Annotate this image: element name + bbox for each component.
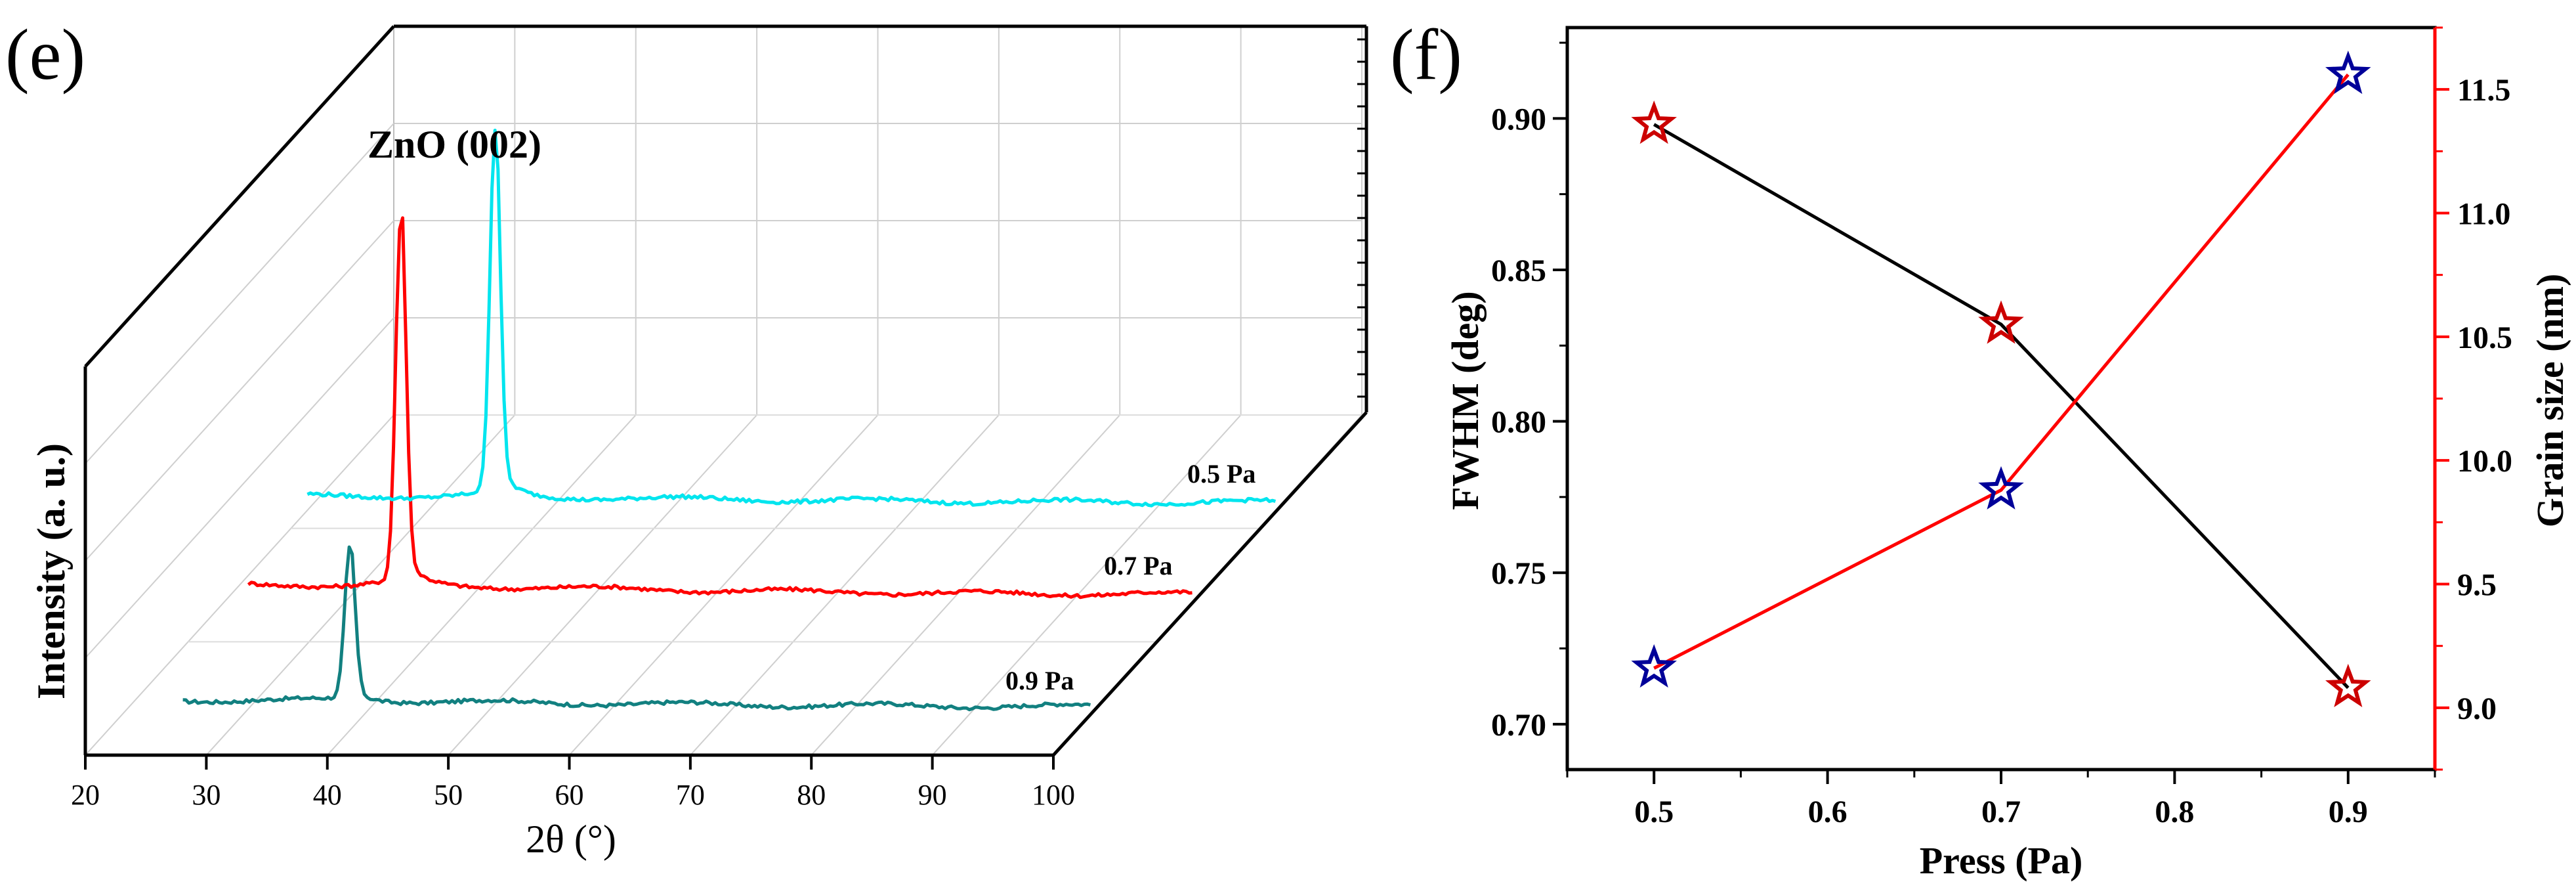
series-label: 0.5 Pa — [1187, 459, 1256, 489]
x-tick-label: 90 — [918, 779, 947, 811]
dual-axis-chart: 0.5 0.6 0.7 0.8 0.9 0.70 0.75 0.80 0.85 0.90 9.0… — [1444, 26, 2571, 882]
x-tick-label: 50 — [434, 779, 463, 811]
x-axis-title: Press (Pa) — [1920, 839, 2083, 882]
y2-tick-label: 10.0 — [2457, 444, 2512, 479]
series-group — [1631, 51, 2371, 708]
series-line — [1653, 73, 2350, 670]
x-axis-title: 2θ (°) — [526, 818, 616, 861]
y-tick-label: 0.90 — [1491, 102, 1546, 137]
left-axis-title: FWHM (deg) — [1444, 291, 1487, 510]
y2-tick-label: 10.5 — [2457, 320, 2512, 355]
frame-top-diagonal — [84, 25, 395, 368]
left-grid-line — [85, 220, 394, 561]
y-axis-title: Intensity (a. u.) — [30, 443, 73, 699]
x-tick-label: 0.8 — [2155, 795, 2194, 829]
x-tick-label: 0.9 — [2329, 795, 2368, 829]
floor-grid-line — [568, 414, 879, 756]
y2-tick-label: 9.5 — [2457, 568, 2497, 603]
back-wall-ticks — [1357, 38, 1366, 398]
floor-grid-line — [448, 414, 757, 756]
left-grid-line — [85, 123, 394, 464]
right-axis-ticks: 9.0 9.5 10.0 10.5 11.0 11.5 — [2435, 26, 2512, 771]
y-tick-label: 0.70 — [1491, 708, 1546, 743]
frame-right-diagonal — [1052, 411, 1368, 756]
x-tick-label: 20 — [71, 779, 100, 811]
series-line — [247, 216, 1193, 600]
box-frame — [83, 24, 1368, 757]
left-axis-ticks: 0.70 0.75 0.80 0.85 0.90 — [1491, 41, 1567, 743]
series-line — [182, 545, 1091, 712]
x-tick-label: 100 — [1032, 779, 1075, 811]
floor-grid-line — [690, 414, 1000, 756]
waterfall-chart: 20 30 40 50 60 70 80 90 100 0.9 Pa 0.7 Pa 0.5 Pa Z… — [30, 24, 1368, 861]
star-marker — [2325, 663, 2371, 708]
series-label: 0.9 Pa — [1005, 666, 1074, 695]
series-line — [306, 129, 1277, 508]
series-group: 0.9 Pa 0.7 Pa 0.5 Pa — [182, 129, 1277, 712]
star-marker — [1978, 300, 2024, 344]
x-axis-ticks: 20 30 40 50 60 70 80 90 100 — [71, 755, 1075, 811]
x-tick-label: 0.6 — [1808, 795, 1848, 829]
x-axis-ticks: 0.5 0.6 0.7 0.8 0.9 — [1566, 770, 2436, 829]
x-tick-label: 80 — [797, 779, 826, 811]
peak-annotation: ZnO (002) — [368, 123, 541, 166]
x-tick-label: 30 — [192, 779, 221, 811]
floor-grid-line — [85, 414, 394, 756]
star-marker — [2325, 51, 2371, 95]
y-tick-label: 0.75 — [1491, 556, 1546, 591]
x-tick-label: 40 — [313, 779, 342, 811]
plot-frame — [1565, 26, 2437, 772]
y2-tick-label: 11.0 — [2457, 197, 2510, 232]
x-tick-label: 0.5 — [1634, 795, 1674, 829]
floor-grid-line — [931, 414, 1242, 756]
series-label: 0.7 Pa — [1104, 551, 1172, 580]
right-axis-title: Grain size (nm) — [2529, 274, 2571, 528]
x-tick-label: 60 — [555, 779, 584, 811]
star-marker — [1631, 644, 1677, 688]
star-marker — [1978, 466, 2024, 510]
back-wall-grid — [393, 26, 1362, 416]
star-marker — [1631, 100, 1677, 144]
panel-label-f: (f) — [1390, 14, 1462, 95]
x-tick-label: 0.7 — [1981, 795, 2021, 829]
y-tick-label: 0.85 — [1491, 253, 1546, 288]
y2-tick-label: 9.0 — [2457, 691, 2497, 726]
series-line — [1653, 123, 2350, 689]
y-tick-label: 0.80 — [1491, 405, 1546, 440]
panel-label-e: (e) — [5, 14, 85, 95]
floor-grid-line — [811, 414, 1120, 756]
y2-tick-label: 11.5 — [2457, 73, 2510, 108]
x-tick-label: 70 — [676, 779, 705, 811]
left-grid-line — [85, 317, 394, 659]
